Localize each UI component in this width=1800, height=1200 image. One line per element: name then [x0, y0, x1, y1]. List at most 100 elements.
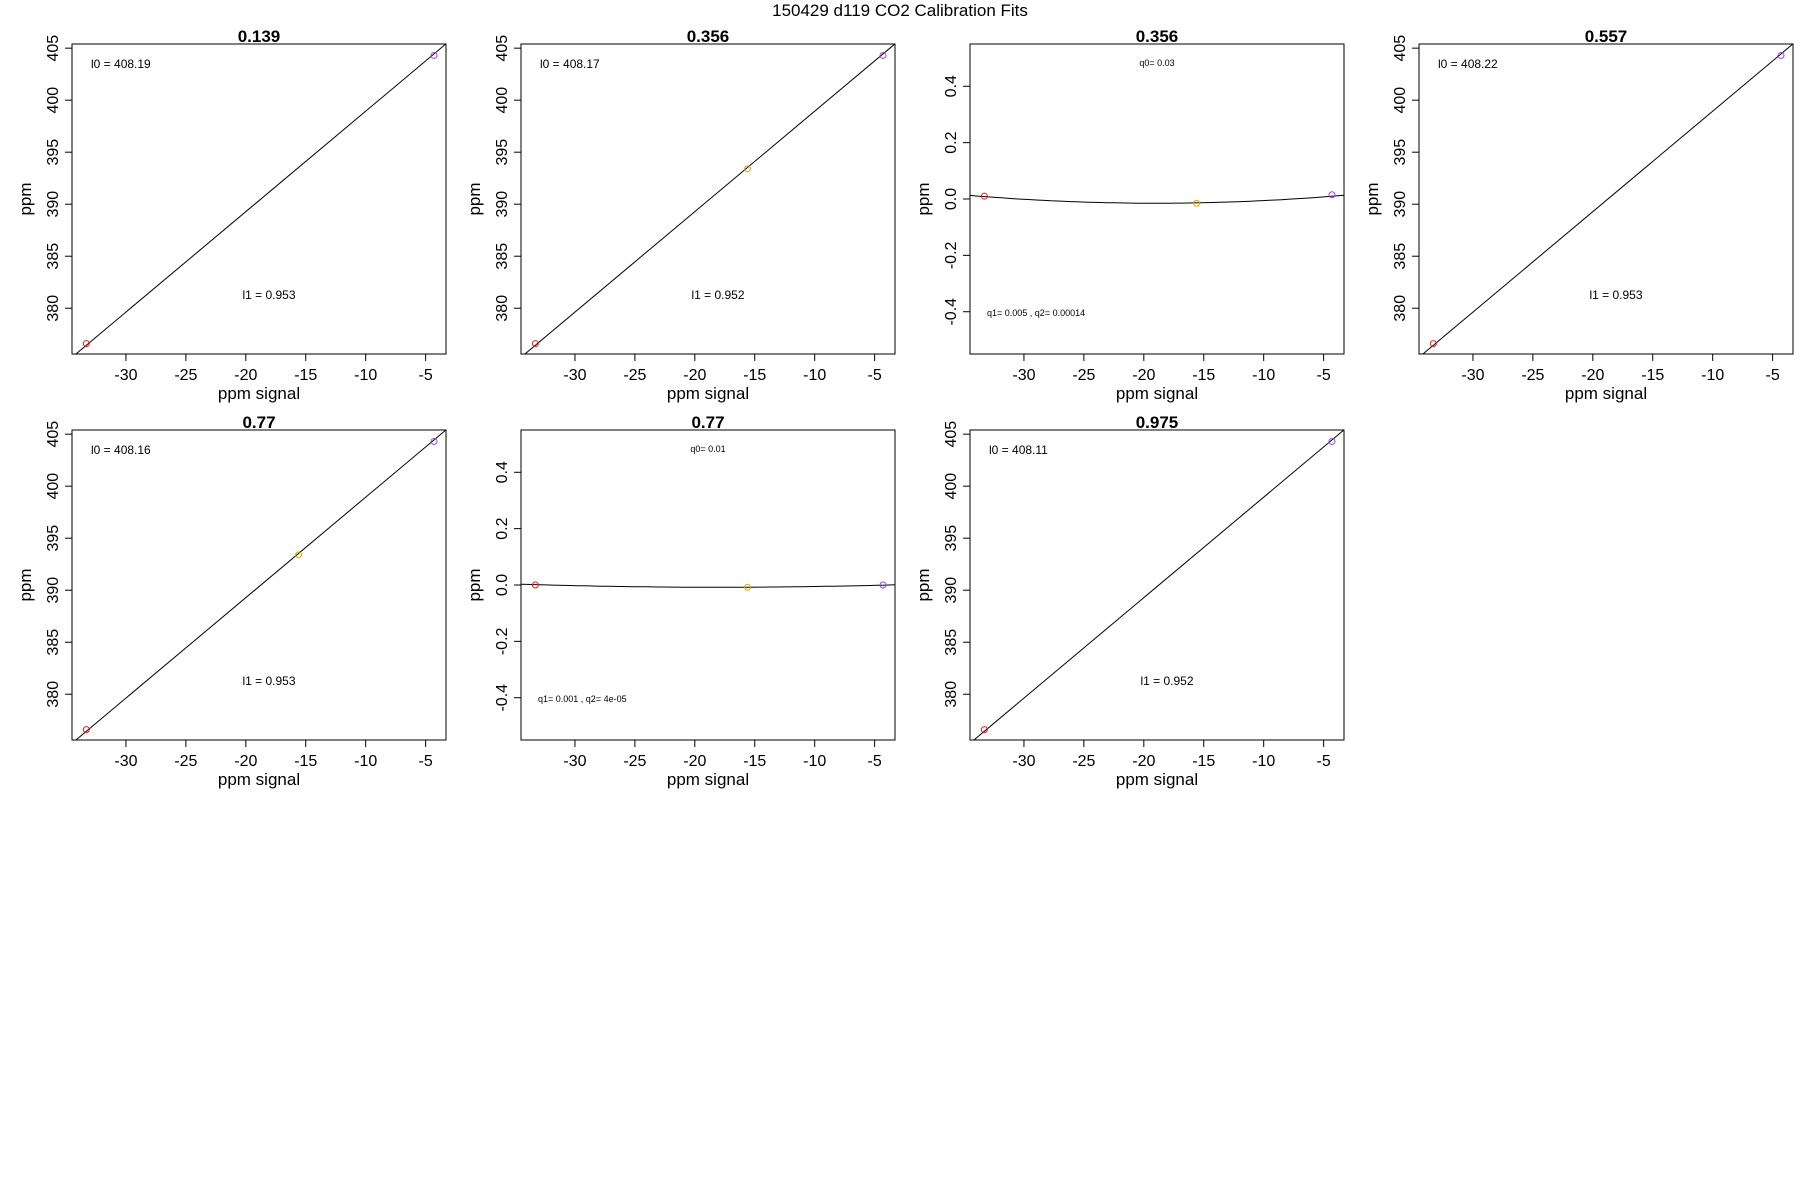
plot-frame [520, 43, 896, 355]
panel-title: 0.557 [1585, 27, 1628, 46]
panel-title: 0.356 [687, 27, 730, 46]
y-tick-label: -0.4 [943, 298, 960, 326]
y-tick-label: 395 [943, 525, 960, 552]
data-point-purple [879, 51, 887, 59]
y-tick-label: -0.4 [494, 684, 511, 712]
x-tick-label: -10 [1252, 753, 1275, 770]
data-point-purple [1328, 437, 1336, 445]
x-tick-label: -5 [419, 753, 433, 770]
panel-title: 0.77 [691, 413, 724, 432]
x-tick-label: -25 [1072, 367, 1095, 384]
y-tick-label: 395 [1392, 139, 1409, 166]
y-tick-label: 385 [45, 629, 62, 656]
annotation-value: 0.03 [1157, 58, 1175, 68]
annotation-value: 0.953 [265, 288, 295, 302]
y-tick-label: 385 [1392, 243, 1409, 270]
y-axis-label: ppm [16, 182, 35, 215]
x-tick-label: -10 [354, 753, 377, 770]
y-tick-label: -0.2 [943, 241, 960, 269]
y-tick-label: 0.4 [943, 75, 960, 97]
fit-line [75, 430, 446, 740]
fit-coefficient-annotation: q0= 0.01 [690, 444, 725, 454]
annotation-value: 408.16 [114, 443, 151, 457]
x-tick-label: -25 [623, 367, 646, 384]
x-tick-label: -30 [1012, 753, 1035, 770]
annotation-label: q1= [538, 694, 556, 704]
data-point-purple [1777, 51, 1785, 59]
annotation-label: l0 = [540, 57, 563, 71]
plot-frame [71, 43, 447, 355]
y-axis-label: ppm [914, 182, 933, 215]
y-tick-label: 0.2 [494, 517, 511, 539]
x-axis-label: ppm signal [667, 770, 749, 789]
data-point-purple [1328, 191, 1336, 199]
x-axis-label: ppm signal [1116, 384, 1198, 403]
fit-coefficient-annotation: q0= 0.03 [1139, 58, 1174, 68]
data-point-orange [744, 583, 752, 591]
y-tick-label: 395 [494, 139, 511, 166]
x-tick-label: -30 [114, 367, 137, 384]
annotation-value: 408.11 [1012, 443, 1048, 457]
x-tick-label: -10 [354, 367, 377, 384]
panel-title: 0.975 [1136, 413, 1179, 432]
fit-coefficient-annotation: l1 = 0.952 [1140, 674, 1193, 688]
fit-coefficient-annotation: l1 = 0.953 [242, 674, 295, 688]
y-tick-label: 380 [1392, 295, 1409, 322]
y-axis-label: ppm [465, 568, 484, 601]
x-tick-label: -20 [683, 753, 706, 770]
y-tick-label: 385 [45, 243, 62, 270]
x-axis-label: ppm signal [667, 384, 749, 403]
y-tick-label: 405 [45, 35, 62, 62]
x-tick-label: -20 [1132, 367, 1155, 384]
annotation-label: l0 = [91, 57, 114, 71]
fit-line [1422, 44, 1793, 354]
y-axis-label: ppm [465, 182, 484, 215]
panel-title: 0.77 [242, 413, 275, 432]
y-tick-label: 390 [45, 191, 62, 218]
x-tick-label: -5 [1766, 367, 1780, 384]
y-tick-label: 390 [45, 577, 62, 604]
y-tick-label: 400 [494, 87, 511, 114]
x-axis-label: ppm signal [1116, 770, 1198, 789]
fit-coefficient-annotation: l0 = 408.11 [989, 443, 1048, 457]
fit-coefficient-annotation: l0 = 408.16 [91, 443, 151, 457]
x-axis-label: ppm signal [218, 770, 300, 789]
x-tick-label: -25 [174, 367, 197, 384]
y-tick-label: 380 [943, 681, 960, 708]
data-point-red [980, 192, 988, 200]
x-tick-label: -25 [174, 753, 197, 770]
y-tick-label: 385 [943, 629, 960, 656]
y-tick-label: 0.2 [943, 131, 960, 153]
y-tick-label: 405 [1392, 35, 1409, 62]
fit-coefficient-annotation: l1 = 0.952 [691, 288, 744, 302]
x-tick-label: -20 [234, 753, 257, 770]
data-point-purple [430, 437, 438, 445]
y-tick-label: 380 [494, 295, 511, 322]
fit-coefficient-annotation: l0 = 408.17 [540, 57, 600, 71]
data-point-red [531, 581, 539, 589]
annotation-label: l1 = [1140, 674, 1163, 688]
x-tick-label: -30 [563, 367, 586, 384]
x-tick-label: -20 [683, 367, 706, 384]
fit-coefficient-annotation: l1 = 0.953 [1589, 288, 1642, 302]
annotation-value: 0.01 [708, 444, 726, 454]
x-tick-label: -15 [743, 367, 766, 384]
y-tick-label: 0.4 [494, 461, 511, 483]
x-tick-label: -5 [1317, 367, 1331, 384]
annotation-value: 408.17 [563, 57, 600, 71]
annotation-value: 408.19 [114, 57, 151, 71]
annotation-value: 408.22 [1461, 57, 1498, 71]
panel-title: 0.139 [238, 27, 281, 46]
x-tick-label: -10 [1252, 367, 1275, 384]
data-point-orange [1193, 199, 1201, 207]
data-point-orange [744, 165, 752, 173]
annotation-value: 0.952 [1163, 674, 1193, 688]
y-tick-label: 0.0 [494, 574, 511, 596]
x-tick-label: -15 [743, 753, 766, 770]
x-axis-label: ppm signal [218, 384, 300, 403]
annotation-label: l1 = [691, 288, 714, 302]
x-tick-label: -25 [1521, 367, 1544, 384]
fit-coefficient-annotation: q1= 0.001 , q2= 4e-05 [538, 694, 627, 704]
x-tick-label: -5 [868, 753, 882, 770]
